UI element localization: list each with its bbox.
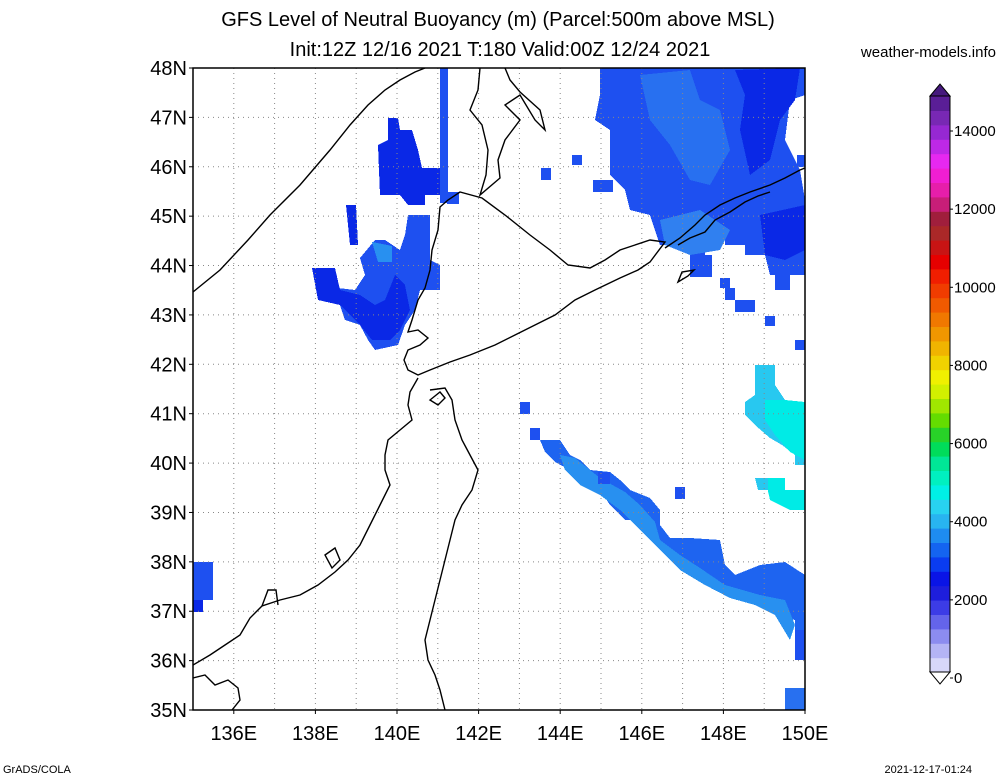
colorbar-swatch xyxy=(930,312,950,327)
lat-label: 39N xyxy=(150,502,187,524)
lon-label: 150E xyxy=(782,723,829,745)
colorbar-swatch xyxy=(930,657,950,673)
lat-label: 37N xyxy=(150,601,187,623)
lat-label: 45N xyxy=(150,206,187,228)
colorbar-swatch xyxy=(930,398,950,414)
colorbar-label: 4000 xyxy=(954,514,987,531)
colorbar-label: 6000 xyxy=(954,436,987,453)
colorbar-swatch xyxy=(930,326,950,342)
colorbar-swatch xyxy=(930,196,950,212)
lat-label: 38N xyxy=(150,552,187,574)
colorbar-swatch xyxy=(930,139,950,155)
colorbar-swatch xyxy=(930,614,950,630)
colorbar-swatch xyxy=(930,628,950,644)
colorbar-swatch xyxy=(930,441,950,457)
colorbar-swatch xyxy=(930,96,950,111)
colorbar-swatch xyxy=(930,600,950,615)
colorbar-swatch xyxy=(930,542,950,558)
colorbar-swatch xyxy=(930,556,950,572)
colorbar-swatch xyxy=(930,168,950,183)
colorbar-label: 2000 xyxy=(954,592,987,609)
lat-label: 41N xyxy=(150,404,187,426)
colorbar-swatch xyxy=(930,297,950,313)
colorbar-swatch xyxy=(930,484,950,500)
colorbar-swatch xyxy=(930,499,950,515)
colorbar-label: 12000 xyxy=(954,201,996,218)
colorbar-swatch xyxy=(930,643,950,659)
colorbar-swatch xyxy=(930,240,950,255)
map-frame xyxy=(192,67,806,711)
colorbar-swatch xyxy=(930,340,950,356)
site-label: weather-models.info xyxy=(860,44,996,61)
footer-credit: GrADS/COLA xyxy=(3,764,71,776)
colorbar: 14000 12000 10000 8000 6000 4000 2000 0 xyxy=(928,83,996,687)
colorbar-label: 0 xyxy=(954,670,962,687)
colorbar-swatch xyxy=(930,124,950,140)
colorbar-swatch xyxy=(930,225,950,241)
colorbar-label: 10000 xyxy=(954,279,996,296)
gridlines xyxy=(193,68,805,710)
colorbar-swatch xyxy=(930,182,950,198)
colorbar-swatch xyxy=(930,254,950,270)
lon-label: 142E xyxy=(455,723,502,745)
lat-label: 36N xyxy=(150,651,187,673)
colorbar-swatch xyxy=(930,110,950,126)
lnb-field xyxy=(193,68,805,710)
colorbar-swatch xyxy=(930,456,950,471)
colorbar-swatch xyxy=(930,427,950,443)
colorbar-swatch xyxy=(930,211,950,227)
chart-title-line1: GFS Level of Neutral Buoyancy (m) (Parce… xyxy=(221,9,775,31)
colorbar-swatch xyxy=(930,513,950,529)
colorbar-swatch xyxy=(930,470,950,486)
lon-label: 136E xyxy=(210,723,257,745)
colorbar-min-arrow xyxy=(928,671,952,685)
colorbar-swatch xyxy=(930,355,950,371)
lon-label: 148E xyxy=(700,723,747,745)
colorbar-max-arrow xyxy=(928,83,952,97)
lon-label: 144E xyxy=(537,723,584,745)
colorbar-label: 8000 xyxy=(954,357,987,374)
lon-label: 146E xyxy=(618,723,665,745)
colorbar-swatch xyxy=(930,153,950,169)
chart-title-line2: Init:12Z 12/16 2021 T:180 Valid:00Z 12/2… xyxy=(289,39,711,61)
lat-label: 48N xyxy=(150,58,187,80)
lat-label: 46N xyxy=(150,157,187,179)
lon-label: 140E xyxy=(374,723,421,745)
lat-label: 42N xyxy=(150,354,187,376)
latitude-labels: 48N 47N 46N 45N 44N 43N 42N 41N 40N 39N 38N 37N 36N 3… xyxy=(150,58,193,722)
colorbar-swatch xyxy=(930,585,950,601)
lat-label: 43N xyxy=(150,305,187,327)
lat-label: 44N xyxy=(150,256,187,278)
footer-timestamp: 2021-12-17-01:24 xyxy=(884,764,972,776)
longitude-labels: 136E 138E 140E 142E 144E 146E 148E 150E xyxy=(210,710,828,745)
coastlines xyxy=(193,68,805,710)
colorbar-swatch xyxy=(930,283,950,299)
colorbar-swatch xyxy=(930,268,950,284)
lat-label: 47N xyxy=(150,107,187,129)
colorbar-swatch xyxy=(930,412,950,428)
colorbar-border xyxy=(929,95,951,673)
colorbar-label: 14000 xyxy=(954,123,996,140)
colorbar-swatch xyxy=(930,369,950,385)
colorbar-swatch xyxy=(930,528,950,543)
lat-label: 40N xyxy=(150,453,187,475)
colorbar-swatch xyxy=(930,384,950,399)
lat-label: 35N xyxy=(150,700,187,722)
colorbar-swatch xyxy=(930,571,950,587)
lon-label: 138E xyxy=(292,723,339,745)
